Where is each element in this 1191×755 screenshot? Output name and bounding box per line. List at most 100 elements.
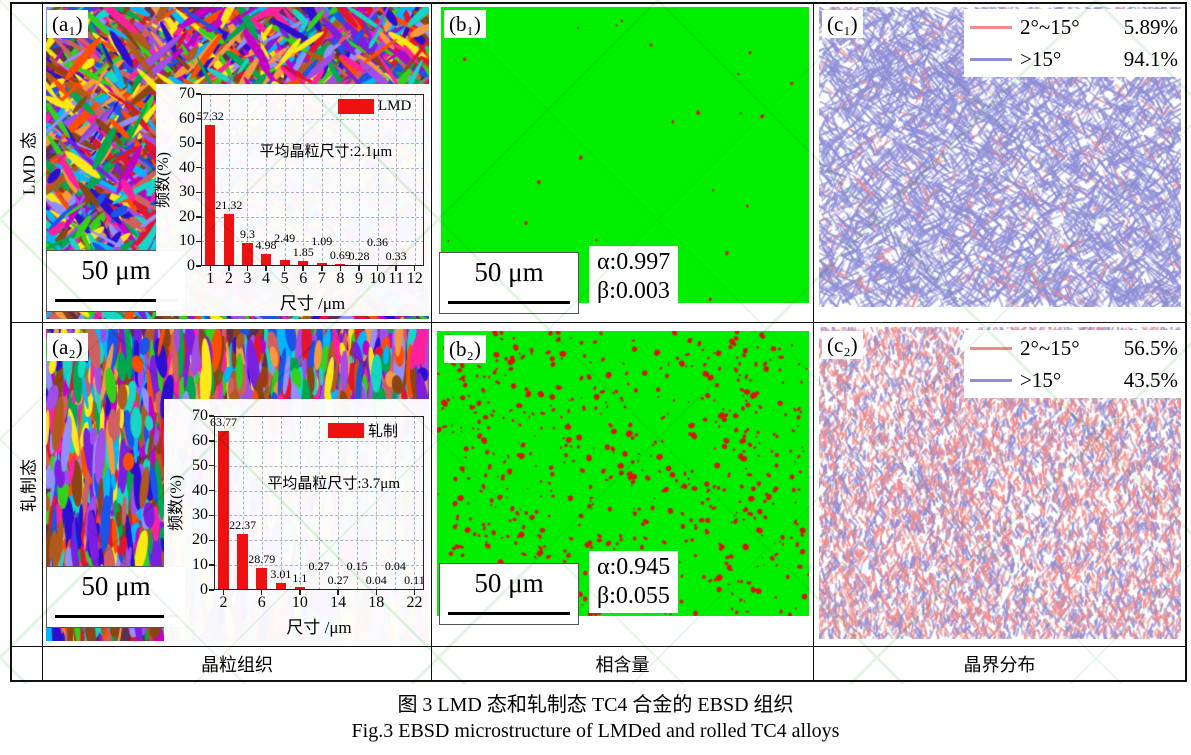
alpha-fraction-b1: α:0.997 [597,249,671,275]
x-tick-label: 6 [257,594,266,611]
panel-c2: (c₂) 2°~15° 56.5% >15° 43.5% [813,322,1185,646]
x-tick-mark [265,266,267,271]
panel-a1: (a₁) 50 μm 0 10 20 30 40 50 60 70 1 2 3 4 5 6 7 8 9 10 11 1… [42,4,431,322]
panel-b2: (b₂) 50 μm α:0.945 β:0.055 [431,322,813,646]
x-tick-label: 3 [243,270,252,287]
x-tick-label: 1 [206,270,215,287]
x-tick-mark [299,590,301,595]
panel-c1: (c₁) 2°~15° 5.89% >15° 94.1% [813,4,1185,322]
scale-bar-b2-text: 50 μm [474,568,544,598]
x-tick-mark [246,266,249,271]
low-angle-range: 2°~15° [1020,335,1080,360]
x-axis-label: 尺寸 /μm [286,618,352,637]
x-tick-mark [283,266,286,271]
x-tick-label: 14 [330,594,347,611]
x-tick-mark [375,590,378,595]
scale-bar-b1: 50 μm [439,252,579,314]
low-angle-pct: 56.5% [1123,335,1178,360]
panel-b1: (b₁) 50 μm α:0.997 β:0.003 [431,4,813,322]
high-angle-line-swatch [970,378,1012,382]
x-tick-mark [395,266,397,271]
mean-grain-size-annotation: 平均晶粒尺寸:3.7μm [267,475,401,492]
y-tick-label: 0 [187,257,195,274]
x-tick-mark [321,266,323,271]
scale-bar-b2-line [448,612,570,615]
panel-label-a1: (a₁) [47,10,88,38]
high-angle-pct: 43.5% [1123,367,1178,392]
y-axis-label: 频数(%) [168,475,185,531]
y-tick-label: 50 [192,456,208,474]
panel-a2: (a₂) 50 μm 0 10 20 30 40 50 60 70 2 6 10 14 18 22 63.7… [42,322,431,646]
low-angle-range: 2°~15° [1020,14,1080,39]
y-tick-label: 70 [179,85,195,102]
footer-phase-content: 相含量 [595,654,650,675]
x-tick-mark [376,266,379,271]
high-angle-line-swatch [970,57,1012,61]
scale-bar-a2-line [55,615,177,618]
y-tick-label: 0 [200,581,208,598]
x-axis-label: 尺寸 /μm [279,294,346,313]
boundary-legend-c1: 2°~15° 5.89% >15° 94.1% [964,9,1182,77]
row-header-lmd-cell: LMD 态 [12,4,42,322]
footer-phase-content-cell: 相含量 [431,646,813,680]
y-tick-label: 20 [192,531,208,549]
legend-row-high-angle: >15° 94.1% [970,43,1178,75]
x-tick-mark [209,266,212,271]
alpha-fraction-b2: α:0.945 [597,554,671,580]
scale-bar-b2: 50 μm [439,563,579,625]
x-tick-label: 10 [291,594,308,611]
grain-size-chart-lmd: 0 10 20 30 40 50 60 70 1 2 3 4 5 6 7 8 9 10 11 12 57.32 21.32… [155,84,429,316]
legend-label: 轧制 [368,424,399,440]
x-tick-label: 22 [406,594,423,611]
low-angle-line-swatch [970,25,1012,29]
high-angle-range: >15° [1020,367,1062,392]
scale-bar-b1-line [448,301,570,304]
grain-size-chart-rolled: 0 10 20 30 40 50 60 70 2 6 10 14 18 22 63.77 22.37 28.79… [164,399,429,645]
x-tick-mark [413,590,416,595]
legend-label: LMD [378,98,412,114]
phase-fraction-b2: α:0.945 β:0.055 [589,551,679,613]
y-tick-label: 60 [179,109,195,127]
y-axis-label: 频数(%) [155,152,172,208]
panel-label-a2: (a₂) [47,333,88,361]
chart-legend: LMD [338,98,411,115]
x-tick-label: 18 [368,594,385,611]
y-tick-label: 70 [192,407,208,424]
x-tick-label: 7 [317,270,326,287]
y-tick-label: 20 [179,207,195,225]
x-tick-label: 6 [299,270,308,287]
row-header-lmd-label: LMD 态 [19,130,39,196]
row-header-rolled-label: 轧制态 [19,457,39,512]
scale-bar-b1-text: 50 μm [474,257,544,287]
x-tick-mark [413,266,416,271]
x-tick-label: 2 [224,270,233,287]
caption-chinese: 图 3 LMD 态和轧制态 TC4 合金的 EBSD 组织 [397,694,794,716]
boundary-legend-c2: 2°~15° 56.5% >15° 43.5% [964,330,1182,398]
caption-english: Fig.3 EBSD microstructure of LMDed and r… [351,720,840,742]
chart-plot-frame [201,94,424,266]
x-tick-label: 10 [369,270,386,287]
footer-corner-cell [12,646,42,680]
mean-grain-size-annotation: 平均晶粒尺寸:2.1μm [259,144,393,161]
footer-boundary-distribution: 晶界分布 [963,654,1036,675]
legend-color-swatch [338,99,374,114]
x-tick-mark [228,266,230,271]
panel-label-c2: (c₂) [822,331,863,359]
panel-label-c1: (c₁) [822,10,863,38]
x-tick-mark [222,590,225,595]
x-tick-label: 12 [406,270,423,287]
low-angle-pct: 5.89% [1123,14,1178,39]
x-tick-label: 8 [336,270,345,287]
legend-row-high-angle: >15° 43.5% [970,364,1178,396]
x-tick-label: 4 [262,270,271,287]
x-tick-mark [337,590,339,595]
x-tick-mark [358,266,360,271]
x-tick-label: 5 [280,270,289,287]
y-tick-label: 10 [192,556,208,574]
panel-label-b1: (b₁) [444,10,486,38]
phase-fraction-b1: α:0.997 β:0.003 [589,246,679,308]
x-tick-label: 2 [219,594,228,611]
legend-color-swatch [328,423,364,438]
y-tick-label: 60 [192,431,208,449]
